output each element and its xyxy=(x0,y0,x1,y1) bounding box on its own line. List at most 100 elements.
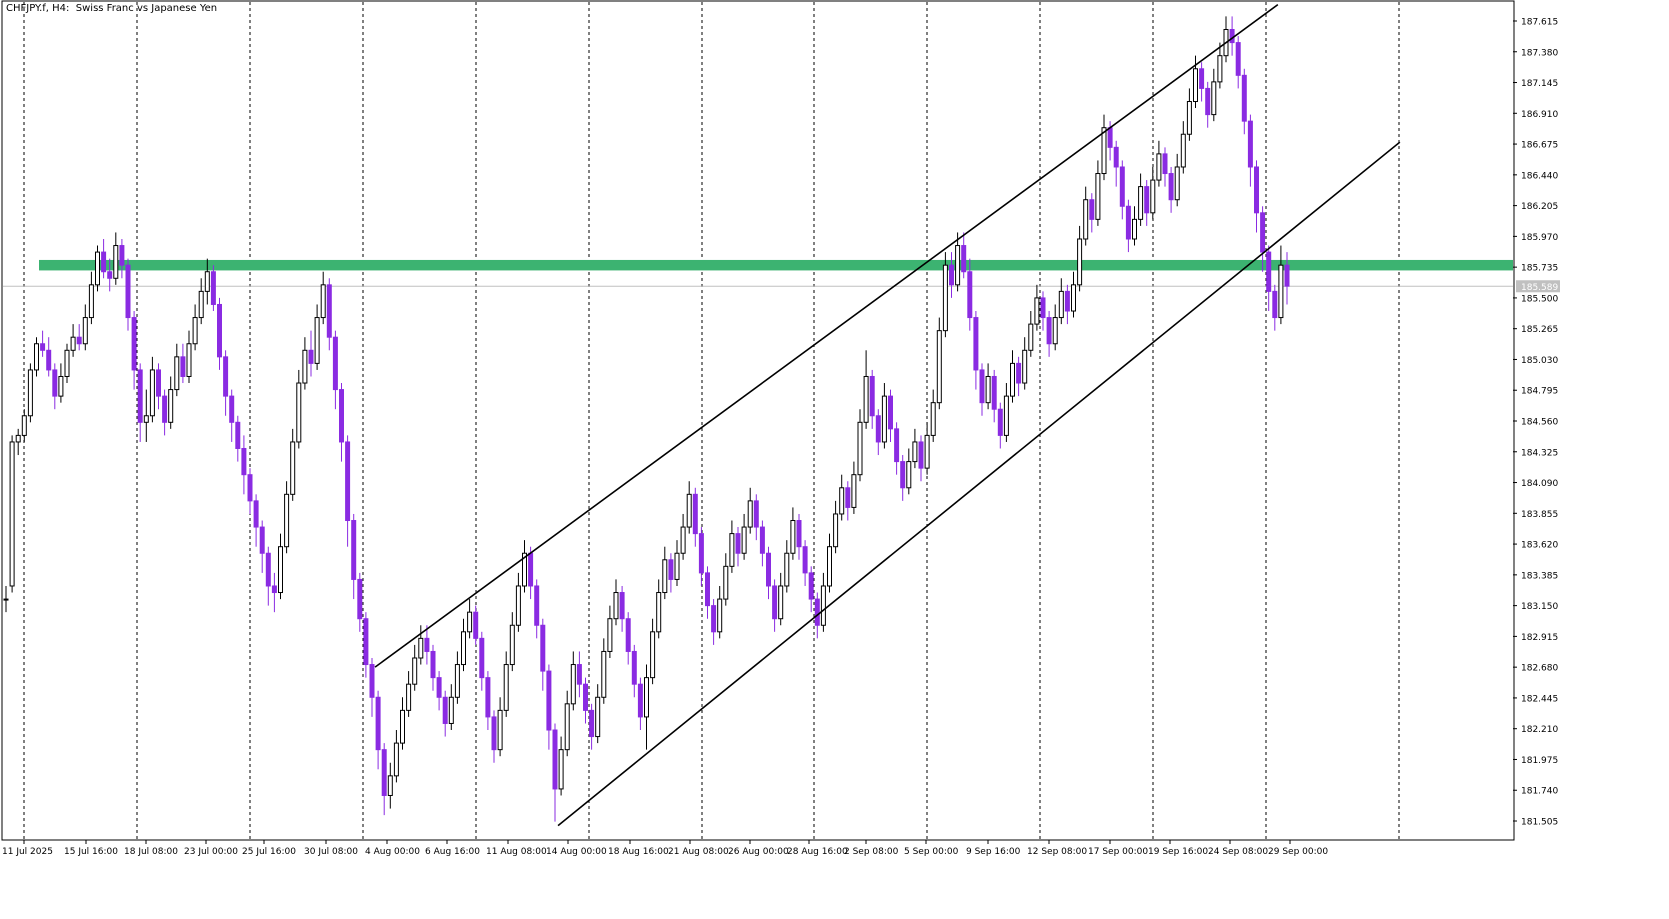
y-tick-label: 183.620 xyxy=(1521,541,1558,551)
candle xyxy=(546,664,552,750)
candle xyxy=(113,232,119,285)
candle xyxy=(454,651,460,704)
candle xyxy=(918,435,924,482)
candle-body xyxy=(1064,290,1070,312)
candle xyxy=(1180,121,1186,174)
candle-body xyxy=(692,493,698,535)
candle-body xyxy=(625,618,631,652)
candle-body xyxy=(900,461,906,489)
candle-body xyxy=(76,336,82,345)
y-tick-label: 186.910 xyxy=(1521,110,1558,120)
candle xyxy=(1174,153,1180,207)
candle-body xyxy=(668,559,674,580)
line-layer xyxy=(374,3,1401,827)
candle-body xyxy=(1205,87,1211,116)
candle-body xyxy=(656,592,662,633)
candle xyxy=(650,618,656,685)
candle-body xyxy=(875,415,881,443)
candle-body xyxy=(802,546,808,574)
candle xyxy=(802,540,808,586)
candle xyxy=(509,612,515,672)
candle-body xyxy=(564,703,570,751)
candle-body xyxy=(631,650,637,685)
candle xyxy=(985,363,991,410)
candle-body xyxy=(1235,42,1241,76)
candle xyxy=(607,605,613,658)
candle xyxy=(491,710,497,763)
candle-body xyxy=(198,290,204,319)
candle-body xyxy=(326,284,332,338)
candle-body xyxy=(1284,264,1290,287)
candle xyxy=(1040,291,1046,331)
candle xyxy=(589,703,595,750)
candle-body xyxy=(204,271,210,292)
candle xyxy=(180,343,186,384)
candle-body xyxy=(381,749,387,796)
candle-body xyxy=(906,461,912,489)
candle-body xyxy=(918,441,924,469)
candle-body xyxy=(491,716,497,751)
candle-body xyxy=(1119,166,1125,207)
y-tick-label: 185.265 xyxy=(1521,325,1558,335)
candle-body xyxy=(58,375,64,397)
candle xyxy=(1071,271,1076,318)
candle xyxy=(820,572,826,632)
candle xyxy=(1260,206,1266,272)
candle xyxy=(1150,166,1156,220)
candle-body xyxy=(1052,317,1058,345)
candle-body xyxy=(339,389,344,443)
candle xyxy=(839,474,845,521)
candle-body xyxy=(601,650,607,698)
x-tick-label: 21 Aug 08:00 xyxy=(668,847,729,857)
candle-body xyxy=(1077,238,1083,286)
candle xyxy=(1077,225,1083,292)
candle xyxy=(534,579,540,639)
candle-body xyxy=(1193,68,1198,103)
candle-body xyxy=(759,526,765,554)
candle-body xyxy=(644,677,649,718)
candle xyxy=(406,671,412,717)
y-tick-label: 181.740 xyxy=(1521,787,1558,797)
candle xyxy=(894,422,900,475)
candle-body xyxy=(528,552,534,587)
candle-body xyxy=(290,441,296,495)
y-tick-label: 185.970 xyxy=(1521,233,1558,243)
candle xyxy=(851,461,857,514)
candle xyxy=(668,553,674,593)
frame-layer xyxy=(1,0,1515,841)
candle-body xyxy=(253,500,259,528)
channel-line xyxy=(374,3,1279,668)
candle xyxy=(522,540,527,593)
candle xyxy=(613,579,619,626)
candle-body xyxy=(174,356,180,391)
y-tick-label: 183.855 xyxy=(1521,510,1558,520)
candle xyxy=(924,422,930,475)
candle xyxy=(387,762,393,809)
candle xyxy=(1016,356,1022,397)
candle xyxy=(308,330,314,377)
candle-body xyxy=(125,264,131,319)
x-tick-label: 24 Sep 08:00 xyxy=(1208,847,1268,857)
candle xyxy=(863,350,869,429)
candle xyxy=(1095,160,1101,226)
y-tick-label: 184.795 xyxy=(1521,387,1558,397)
candle xyxy=(271,572,277,613)
candle xyxy=(784,540,790,593)
candle-body xyxy=(82,317,88,345)
candle-body xyxy=(674,552,680,580)
candle-body xyxy=(961,245,967,273)
candle-body xyxy=(747,500,753,528)
y-tick-label: 186.440 xyxy=(1521,171,1558,181)
candle xyxy=(168,376,174,429)
candle-body xyxy=(869,375,875,417)
candle-body xyxy=(558,749,564,790)
candle xyxy=(698,527,704,586)
candle xyxy=(296,369,302,449)
candle xyxy=(869,369,875,429)
y-tick-label: 184.090 xyxy=(1521,479,1558,489)
candle-body xyxy=(1058,290,1064,319)
candle xyxy=(540,618,546,691)
x-tick-label: 19 Sep 16:00 xyxy=(1148,847,1208,857)
candle xyxy=(162,389,168,436)
